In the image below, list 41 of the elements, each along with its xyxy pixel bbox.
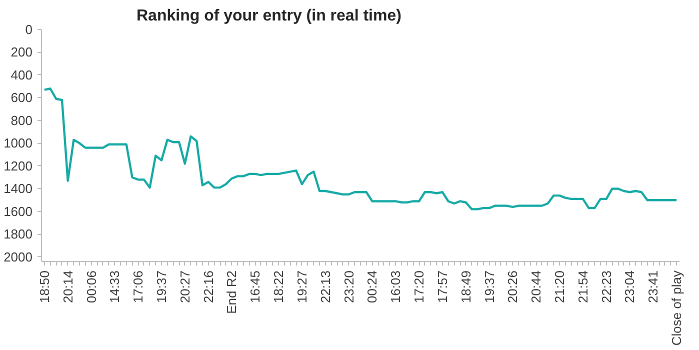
x-tick-label: 14:33 (107, 270, 122, 304)
x-tick-label: 23:41 (646, 270, 661, 304)
x-tick-label: 18:50 (36, 270, 52, 304)
line-series (43, 88, 678, 210)
x-tick-label: 00:24 (364, 270, 380, 304)
x-tick-label: 16:45 (248, 270, 263, 304)
x-tick-label: 00:06 (84, 270, 99, 304)
x-tick-label: 20:26 (505, 270, 520, 304)
x-tick-label: 20:27 (177, 270, 192, 304)
x-tick-label: 23:04 (622, 270, 638, 304)
x-tick-label: 18:49 (458, 270, 474, 304)
x-tick-label: End R2 (224, 270, 240, 314)
x-tick-label: 20:44 (528, 270, 544, 304)
y-tick-label: 600 (10, 90, 33, 106)
y-tick-label: 200 (10, 44, 33, 60)
y-tick-label: 800 (10, 112, 33, 128)
y-tick-label: 1000 (4, 136, 32, 151)
x-tick-label: 21:20 (552, 270, 568, 304)
x-tick-label: 22:13 (318, 270, 333, 304)
y-tick-label: 0 (25, 22, 33, 37)
y-tick-label: 1200 (4, 158, 32, 174)
y-tick-label: 1400 (4, 181, 32, 196)
x-tick-label: 22:16 (200, 270, 216, 304)
x-tick-label: 19:27 (294, 270, 310, 304)
x-tick-label: 21:54 (575, 270, 590, 304)
x-tick-label: 17:57 (434, 270, 450, 304)
x-tick-label: 18:22 (271, 270, 286, 304)
y-tick-label: 1600 (4, 204, 32, 219)
x-tick-label: 23:20 (341, 270, 356, 304)
y-tick-label: 1800 (4, 226, 32, 242)
x-tick-label: 19:37 (482, 270, 497, 304)
y-tick-label: 2000 (4, 249, 32, 264)
x-tick-label: 22:23 (598, 270, 614, 304)
x-tick-label: 17:06 (130, 270, 146, 304)
x-tick-label: 19:37 (154, 270, 169, 304)
chart-title: Ranking of your entry (in real time) (136, 8, 402, 24)
x-tick-label: 17:20 (412, 270, 427, 304)
x-tick-label: Close of play (669, 270, 684, 346)
y-tick-label: 400 (10, 67, 33, 82)
x-tick-label: 20:14 (60, 270, 76, 304)
x-tick-label: 16:03 (388, 270, 404, 304)
